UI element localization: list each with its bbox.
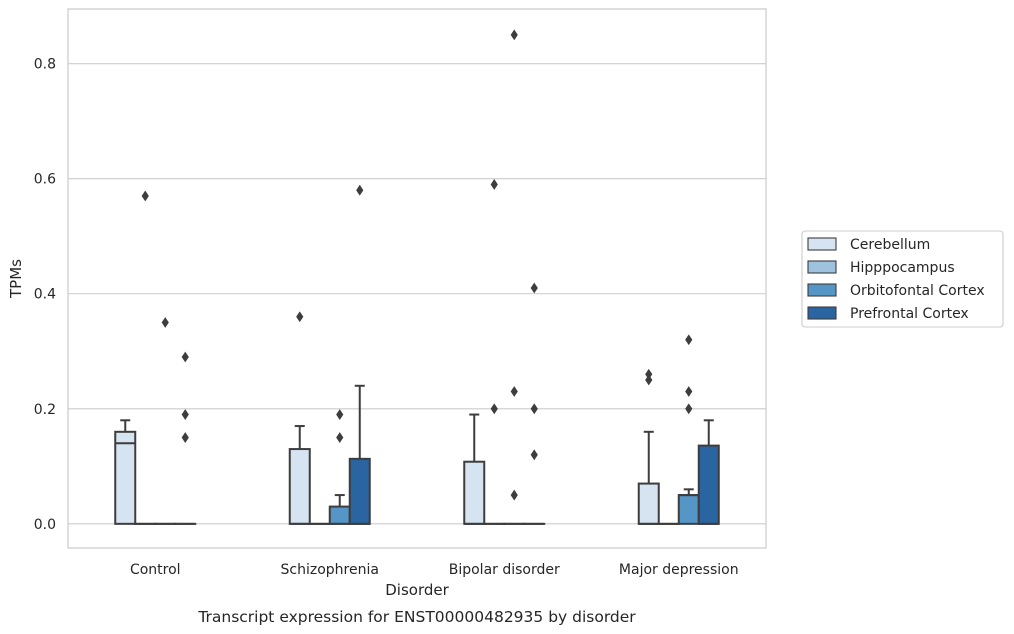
box-0-3 xyxy=(637,368,660,525)
box-rect xyxy=(288,448,311,525)
box-rect xyxy=(328,505,351,525)
outlier-point xyxy=(530,449,538,461)
x-axis-label: Disorder xyxy=(385,581,449,599)
x-tick-label: Major depression xyxy=(619,562,739,578)
outlier-point xyxy=(530,282,538,294)
box-3-3 xyxy=(697,419,720,525)
box-0-1 xyxy=(288,311,311,525)
box-1-2 xyxy=(483,179,506,525)
outlier-point xyxy=(510,489,518,501)
box-rect xyxy=(114,430,137,525)
y-tick-label: 0.6 xyxy=(34,172,56,188)
legend-swatch xyxy=(807,283,837,297)
outlier-point xyxy=(296,311,304,323)
outlier-point xyxy=(336,409,344,420)
y-tick-label: 0.4 xyxy=(34,287,56,303)
x-tick-label: Bipolar disorder xyxy=(449,562,560,578)
y-tick-labels: 0.0 0.2 0.4 0.6 0.8 xyxy=(34,57,56,533)
box-2-2 xyxy=(503,29,526,525)
legend-label: Cerebellum xyxy=(850,237,930,253)
y-axis-label: TPMs xyxy=(7,259,25,299)
box-rect xyxy=(348,457,371,525)
y-tick-label: 0.0 xyxy=(34,517,56,533)
plot-frame xyxy=(67,8,767,549)
box-rect xyxy=(697,444,720,525)
x-tick-label: Schizophrenia xyxy=(281,562,379,578)
box-0-2 xyxy=(463,413,486,525)
outlier-point xyxy=(510,29,518,41)
outlier-point xyxy=(181,409,189,420)
box-rect xyxy=(463,460,486,525)
box-3-1 xyxy=(348,184,371,525)
legend-label: Prefrontal Cortex xyxy=(850,306,969,322)
outlier-point xyxy=(685,403,693,415)
box-2-0 xyxy=(154,317,177,525)
legend-swatch xyxy=(807,237,837,251)
x-tick-label: Control xyxy=(130,562,181,578)
legend-label: Hipppocampus xyxy=(850,260,955,276)
legend: Cerebellum Hipppocampus Orbitofontal Corte… xyxy=(801,230,1004,328)
outlier-point xyxy=(685,334,693,346)
outlier-point xyxy=(645,374,653,386)
box-3-2 xyxy=(523,282,546,525)
grid-layer xyxy=(68,63,766,525)
box-1-0 xyxy=(134,190,157,525)
outlier-point xyxy=(161,317,169,328)
box-rect xyxy=(677,494,700,525)
legend-swatch xyxy=(807,260,837,274)
outlier-point xyxy=(141,190,149,202)
x-tick-labels: Control Schizophrenia Bipolar disorder Majo… xyxy=(130,562,739,578)
chart-caption: Transcript expression for ENST0000048293… xyxy=(197,608,636,626)
outlier-point xyxy=(685,386,693,397)
box-2-1 xyxy=(328,409,351,525)
box-3-0 xyxy=(174,351,197,525)
box-2-3 xyxy=(677,334,700,525)
outlier-point xyxy=(645,368,653,380)
outlier-point xyxy=(336,432,344,443)
legend-label: Orbitofontal Cortex xyxy=(850,283,985,299)
box-rect xyxy=(637,482,660,525)
y-tick-label: 0.2 xyxy=(34,402,56,418)
outlier-point xyxy=(356,184,364,196)
legend-frame xyxy=(801,230,1004,328)
legend-swatch xyxy=(807,306,837,320)
outlier-point xyxy=(490,403,498,415)
box-layer xyxy=(114,29,720,525)
box-0-0 xyxy=(114,419,137,525)
outlier-point xyxy=(181,351,189,363)
y-tick-label: 0.8 xyxy=(34,57,56,73)
outlier-point xyxy=(181,432,189,443)
outlier-point xyxy=(490,179,498,190)
outlier-point xyxy=(530,403,538,415)
outlier-point xyxy=(510,386,518,397)
